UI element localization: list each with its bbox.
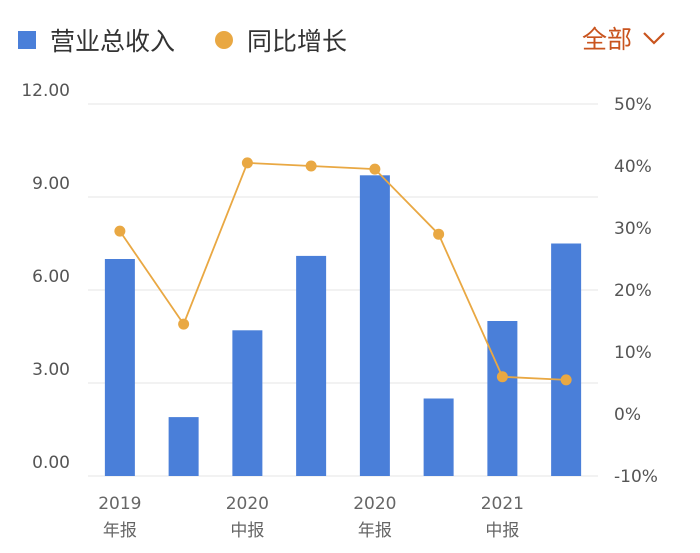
bar [487, 321, 518, 476]
x-tick-period: 年报 [358, 521, 392, 541]
y-left-tick-label: 6.00 [32, 267, 70, 287]
y-left-tick-label: 3.00 [32, 360, 70, 380]
x-tick-period: 中报 [485, 521, 519, 541]
x-tick-year: 2019 [98, 494, 141, 514]
bar-legend-label: 营业总收入 [50, 27, 176, 56]
x-tick-period: 中报 [230, 521, 264, 541]
x-tick-period: 年报 [103, 521, 137, 541]
y-right-tick-label: 0% [614, 405, 641, 425]
bar [232, 330, 263, 476]
growth-point [433, 228, 445, 240]
y-right-tick-label: 20% [614, 281, 652, 301]
line-legend-label: 同比增长 [247, 27, 348, 56]
period-filter-label: 全部 [581, 25, 632, 54]
growth-point [305, 160, 317, 172]
growth-point [560, 374, 572, 386]
growth-line [119, 161, 567, 381]
y-right-tick-label: -10% [614, 467, 658, 487]
growth-point [241, 157, 253, 169]
growth-point [369, 163, 381, 175]
bar [104, 259, 135, 476]
y-left-tick-label: 12.00 [21, 81, 70, 101]
x-tick-year: 2020 [353, 494, 396, 514]
x-tick-year: 2021 [481, 494, 524, 514]
y-right-tick-label: 40% [614, 157, 652, 177]
bar [296, 255, 327, 476]
y-right-tick-label: 10% [614, 343, 652, 363]
growth-point [496, 371, 508, 383]
bar [359, 175, 390, 477]
line-legend-swatch [215, 31, 234, 49]
y-right-tick-label: 50% [614, 95, 652, 115]
y-left-tick-label: 0.00 [32, 453, 70, 473]
bar [168, 417, 199, 476]
chevron-down-icon [643, 32, 665, 45]
bar [551, 243, 582, 476]
period-filter-dropdown[interactable]: 全部 [582, 20, 666, 56]
x-tick-year: 2020 [226, 494, 269, 514]
growth-point [178, 318, 190, 330]
chart-legend: 营业总收入 同比增长 [18, 22, 347, 58]
bar [423, 398, 454, 476]
growth-point [114, 225, 126, 237]
y-left-tick-label: 9.00 [32, 174, 70, 194]
bar-legend-swatch [18, 31, 36, 49]
y-right-tick-label: 30% [614, 219, 652, 239]
